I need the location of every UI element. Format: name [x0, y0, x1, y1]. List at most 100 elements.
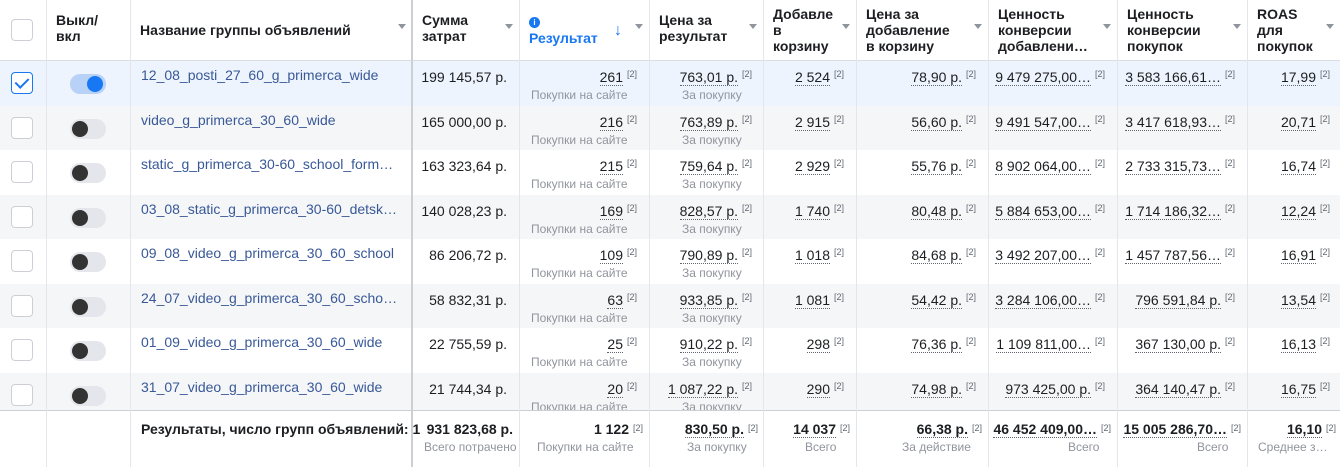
roas-value[interactable]: 16,91: [1280, 247, 1316, 264]
row-checkbox[interactable]: [11, 383, 33, 406]
roas-value[interactable]: 13,54: [1280, 291, 1316, 309]
purchase-conversion-value[interactable]: 1 457 787,56…: [1125, 247, 1221, 264]
atc-value[interactable]: 290: [806, 380, 830, 398]
ad-set-name-link[interactable]: 12_08_posti_27_60_g_primerca_wide: [141, 67, 379, 83]
footer-atc[interactable]: 14 037: [793, 421, 836, 438]
ad-set-name-link[interactable]: 01_09_video_g_primerca_30_60_wide: [141, 334, 383, 350]
atc-value[interactable]: 2 524: [794, 69, 830, 86]
table-row[interactable]: 09_08_video_g_primerca_30_60_school 86 2…: [0, 239, 1340, 284]
sort-chevron-icon[interactable]: [842, 24, 850, 29]
cpatc-value[interactable]: 80,48 р.: [911, 202, 962, 220]
cpatc-value[interactable]: 56,60 р.: [911, 113, 962, 131]
ad-set-name-link[interactable]: 03_08_static_g_primerca_30-60_detskay…: [141, 200, 399, 217]
atc-conversion-value[interactable]: 3 492 207,00…: [995, 247, 1091, 264]
row-checkbox[interactable]: [11, 339, 33, 361]
cpr-value[interactable]: 910,22 р.: [679, 336, 738, 353]
atc-value[interactable]: 1 740: [794, 202, 830, 220]
roas-value[interactable]: 16,13: [1280, 336, 1316, 353]
cpatc-value[interactable]: 78,90 р.: [911, 69, 962, 86]
table-row[interactable]: 01_09_video_g_primerca_30_60_wide 22 755…: [0, 328, 1340, 373]
ad-set-name-link[interactable]: 24_07_video_g_primerca_30_60_school_…: [141, 289, 399, 306]
purchase-conversion-value[interactable]: 367 130,00 р.: [1135, 336, 1221, 353]
sort-chevron-icon[interactable]: [398, 24, 406, 29]
purchase-conversion-value[interactable]: 2 733 315,73…: [1125, 158, 1221, 175]
header-purchase-value[interactable]: Ценность конверсии покупок: [1117, 0, 1247, 61]
row-toggle[interactable]: [70, 296, 106, 317]
cpr-value[interactable]: 1 087,22 р.: [667, 380, 738, 398]
result-value[interactable]: 261: [599, 69, 623, 86]
header-atc-value[interactable]: Ценность конверсии добавлени…: [988, 0, 1117, 61]
result-value[interactable]: 215: [599, 158, 623, 175]
sort-chevron-icon[interactable]: [1103, 24, 1111, 29]
select-all-checkbox[interactable]: [11, 19, 33, 41]
header-atc[interactable]: Добавле в корзину: [763, 0, 856, 61]
row-toggle[interactable]: [70, 385, 106, 406]
row-checkbox[interactable]: [11, 116, 33, 139]
header-cpr[interactable]: Цена за результат: [649, 0, 763, 61]
result-value[interactable]: 20: [607, 380, 623, 398]
atc-value[interactable]: 2 929: [794, 158, 830, 175]
atc-conversion-value[interactable]: 3 284 106,00…: [995, 291, 1091, 309]
table-row[interactable]: 12_08_posti_27_60_g_primerca_wide 199 14…: [0, 61, 1340, 106]
sort-chevron-icon[interactable]: [1326, 24, 1334, 29]
row-checkbox[interactable]: [11, 294, 33, 317]
ad-set-name-link[interactable]: video_g_primerca_30_60_wide: [141, 111, 336, 128]
cpatc-value[interactable]: 54,42 р.: [911, 291, 962, 309]
purchase-conversion-value[interactable]: 796 591,84 р.: [1135, 291, 1221, 309]
atc-value[interactable]: 298: [806, 336, 830, 353]
cpatc-value[interactable]: 84,68 р.: [911, 247, 962, 264]
atc-conversion-value[interactable]: 8 902 064,00…: [995, 158, 1091, 175]
row-checkbox[interactable]: [11, 72, 33, 94]
roas-value[interactable]: 16,74: [1280, 158, 1316, 175]
cpr-value[interactable]: 759,64 р.: [679, 158, 738, 175]
table-row[interactable]: 24_07_video_g_primerca_30_60_school_… 58…: [0, 283, 1340, 328]
header-roas[interactable]: ROAS для покупок: [1247, 0, 1340, 61]
atc-value[interactable]: 2 915: [794, 113, 830, 131]
header-spend[interactable]: Сумма затрат: [412, 0, 519, 61]
footer-atc-value[interactable]: 46 452 409,00…: [993, 421, 1097, 438]
cpatc-value[interactable]: 74,98 р.: [911, 380, 962, 398]
result-value[interactable]: 109: [599, 247, 623, 264]
table-row[interactable]: video_g_primerca_30_60_wide 165 000,00 р…: [0, 105, 1340, 150]
row-toggle[interactable]: [70, 252, 106, 272]
header-cpatc[interactable]: Цена за добавление в корзину: [856, 0, 988, 61]
cpr-value[interactable]: 790,89 р.: [679, 247, 738, 264]
row-toggle[interactable]: [70, 341, 106, 361]
header-result[interactable]: i Результат: [519, 0, 649, 61]
row-toggle[interactable]: [70, 74, 106, 94]
ad-set-name-link[interactable]: 09_08_video_g_primerca_30_60_school: [141, 245, 394, 261]
cpr-value[interactable]: 828,57 р.: [679, 202, 738, 220]
row-checkbox[interactable]: [11, 205, 33, 228]
ad-set-name-link[interactable]: 31_07_video_g_primerca_30_60_wide: [141, 378, 383, 395]
cpr-value[interactable]: 763,89 р.: [679, 113, 738, 131]
row-checkbox[interactable]: [11, 250, 33, 272]
atc-value[interactable]: 1 081: [794, 291, 830, 309]
sort-chevron-icon[interactable]: [635, 24, 643, 29]
result-value[interactable]: 216: [599, 113, 623, 131]
table-row[interactable]: static_g_primerca_30-60_school_form_r… 1…: [0, 150, 1340, 195]
cpatc-value[interactable]: 55,76 р.: [911, 158, 962, 175]
sort-chevron-icon[interactable]: [749, 24, 757, 29]
row-toggle[interactable]: [70, 207, 106, 228]
footer-purchase-value[interactable]: 15 005 286,70…: [1123, 421, 1227, 438]
cpr-value[interactable]: 763,01 р.: [679, 69, 738, 86]
sort-chevron-icon[interactable]: [974, 24, 982, 29]
cpr-value[interactable]: 933,85 р.: [679, 291, 738, 309]
result-value[interactable]: 25: [607, 336, 623, 353]
purchase-conversion-value[interactable]: 3 583 166,61…: [1125, 69, 1221, 86]
sort-chevron-icon[interactable]: [1233, 24, 1241, 29]
roas-value[interactable]: 12,24: [1280, 202, 1316, 220]
header-name[interactable]: Название группы объявлений: [130, 0, 412, 61]
atc-conversion-value[interactable]: 973 425,00 р.: [1005, 380, 1091, 398]
footer-roas[interactable]: 16,10: [1286, 421, 1322, 438]
result-value[interactable]: 63: [607, 291, 623, 309]
ad-set-name-link[interactable]: static_g_primerca_30-60_school_form_r…: [141, 156, 399, 172]
roas-value[interactable]: 17,99: [1280, 69, 1316, 86]
atc-conversion-value[interactable]: 1 109 811,00…: [996, 336, 1091, 353]
atc-conversion-value[interactable]: 9 479 275,00…: [995, 69, 1091, 86]
row-toggle[interactable]: [70, 118, 106, 139]
purchase-conversion-value[interactable]: 1 714 186,32…: [1125, 202, 1221, 220]
result-value[interactable]: 169: [599, 202, 623, 220]
atc-conversion-value[interactable]: 5 884 653,00…: [995, 202, 1091, 220]
cpatc-value[interactable]: 76,36 р.: [911, 336, 962, 353]
